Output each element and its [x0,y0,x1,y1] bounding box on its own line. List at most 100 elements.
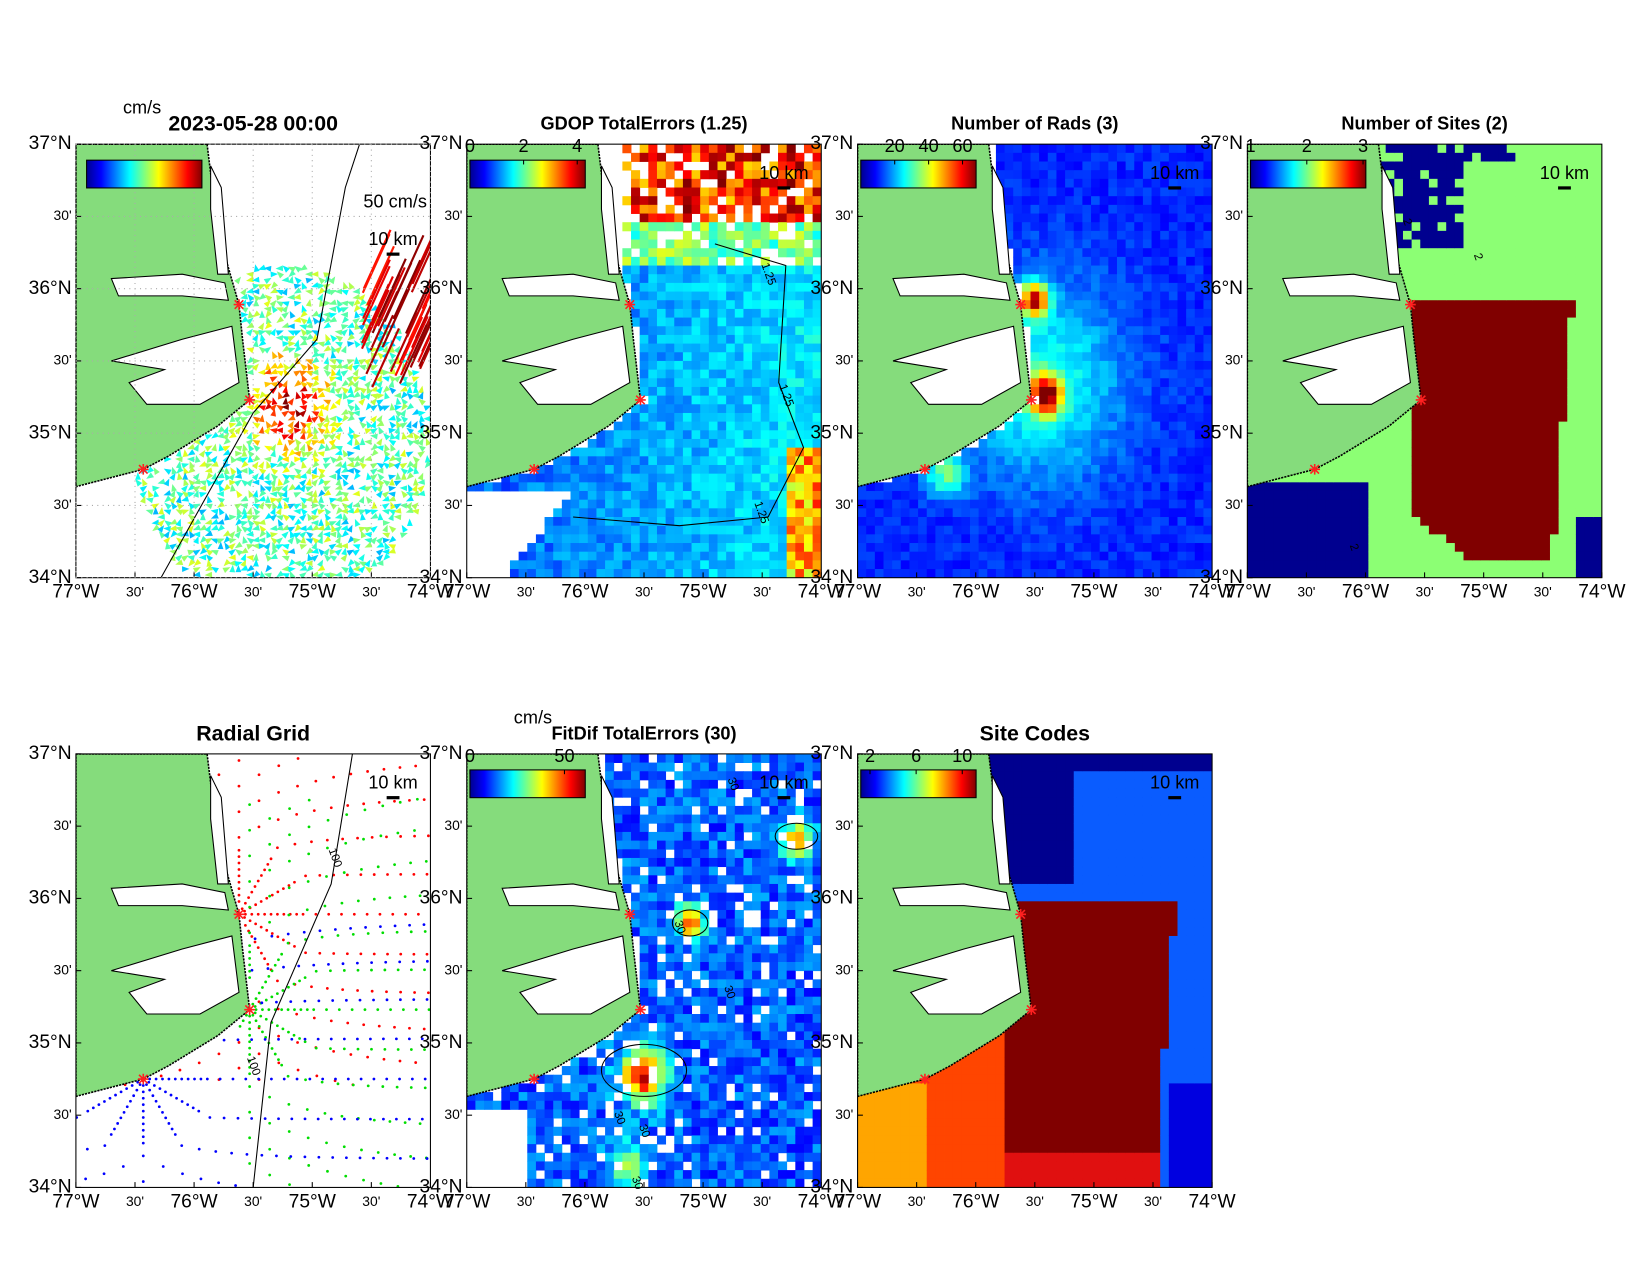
field-cell [778,239,788,249]
field-cell [631,412,641,423]
field-cell [1056,508,1066,518]
field-cell [1082,352,1092,362]
field-cell [1082,170,1092,180]
vector [234,426,241,435]
field-cell [639,447,649,457]
field-cell [1255,525,1266,535]
field-cell [682,525,692,535]
field-cell [1151,369,1161,379]
vector [334,449,343,456]
field-cell [769,508,779,518]
field-cell [1402,187,1413,197]
field-cell [1368,551,1378,561]
field-cell [803,482,814,492]
field-cell [700,196,710,206]
field-cell [952,525,962,535]
field-cell [803,274,814,284]
field-cell [1073,352,1083,362]
field-cell [605,447,615,457]
field-cell [752,317,762,327]
field-cell [926,508,936,518]
field-cell [1142,152,1152,162]
field-cell [639,178,649,188]
vector [287,347,296,354]
field-cell [795,230,805,240]
field-cell [691,438,701,449]
vector [411,420,418,429]
field-cell [682,326,692,336]
vector [311,548,319,554]
vector [389,345,395,353]
field-cell [795,343,805,353]
vector [139,485,148,493]
lon-tick-label: 30' [517,583,535,599]
field-cell [760,404,770,414]
field-cell [639,352,649,362]
vector [157,478,166,485]
field-cell [1125,525,1135,535]
field-cell [587,508,597,518]
field-cell [1073,464,1083,475]
field-cell [570,490,580,501]
field-cell [1290,490,1300,501]
field-cell [717,430,727,440]
vector [252,520,261,527]
vector [318,489,326,497]
field-cell [708,152,718,162]
field-cell [987,517,997,527]
field-cell [743,222,753,232]
field-cell [708,213,718,223]
vector [282,345,290,352]
vector [299,370,308,377]
field-cell [1073,326,1083,336]
field-cell [1142,490,1152,501]
vector [300,508,308,516]
vector [234,416,242,423]
field-cell [743,482,753,492]
vector [352,364,361,371]
vector [340,329,348,337]
vector [259,525,267,533]
vector [271,547,279,556]
field-cell [544,560,554,570]
field-cell [648,508,658,518]
vector [340,518,349,525]
field-cell [918,560,928,570]
vector [299,339,308,346]
vector [194,455,201,463]
field-cell [1290,473,1300,483]
field-cell [1333,473,1343,483]
field-cell [1186,265,1196,275]
field-cell [1056,438,1066,449]
field-cell [613,517,623,527]
field-cell [1047,490,1057,501]
field-cell [1082,560,1092,570]
vector [423,405,431,411]
field-cell [1368,525,1378,535]
vector [171,501,178,510]
lon-tick-label: 74°W [798,582,846,603]
field-cell [1411,534,1421,544]
field-cell [639,248,649,258]
vector [276,570,284,578]
vector [236,466,243,475]
field-cell [752,265,762,275]
field-cell [769,464,779,475]
field-cell [648,178,658,188]
field-cell [1134,560,1144,570]
field-cell [1091,473,1101,483]
field-cell [1134,274,1144,284]
field-cell [656,274,667,284]
field-cell [1177,464,1187,475]
field-cell [1151,378,1161,388]
field-cell [1125,499,1135,509]
vector [241,449,248,457]
field-cell [708,395,718,405]
vector [265,310,273,319]
field-cell [682,360,692,371]
vector [251,536,260,543]
field-cell [1168,473,1178,483]
field-cell [639,300,649,310]
field-cell [1299,508,1309,518]
field-cell [570,534,580,544]
